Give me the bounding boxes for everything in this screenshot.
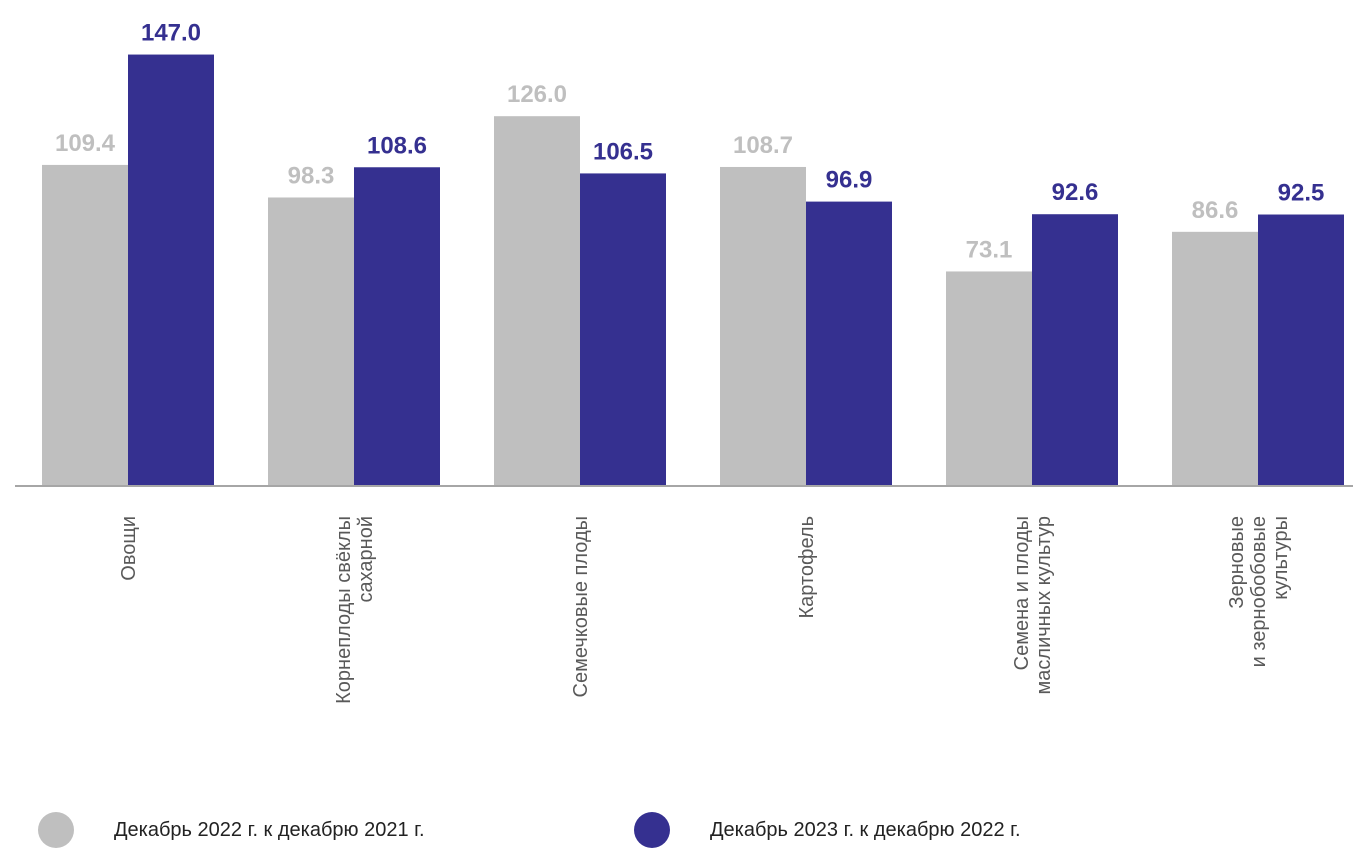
category-label-4-line-1: Картофель [796, 516, 818, 619]
data-label-series-2-category-2: 108.6 [367, 132, 427, 159]
data-label-series-1-category-2: 98.3 [288, 162, 335, 189]
category-label-6-line-3: культуры [1270, 516, 1292, 600]
category-label-5: Семена и плодымасличных культур [1011, 516, 1055, 694]
data-label-series-1-category-3: 126.0 [507, 81, 567, 108]
bar-series-1-category-4 [720, 166, 806, 486]
legend-swatch-series-2 [634, 812, 670, 848]
bar-series-2-category-5 [1032, 214, 1118, 486]
legend-item-series-1: Декабрь 2022 г. к декабрю 2021 г. [38, 812, 425, 848]
legend: Декабрь 2022 г. к декабрю 2021 г. Декабр… [38, 812, 1318, 848]
legend-label-series-1: Декабрь 2022 г. к декабрю 2021 г. [114, 818, 425, 841]
bar-series-1-category-1 [42, 164, 128, 486]
legend-item-series-2: Декабрь 2023 г. к декабрю 2022 г. [634, 812, 1021, 848]
bar-series-1-category-3 [494, 116, 580, 486]
bar-series-1-category-6 [1172, 231, 1258, 486]
data-label-series-2-category-4: 96.9 [826, 167, 873, 194]
category-label-4: Картофель [796, 516, 818, 619]
category-label-5-line-2: масличных культур [1033, 516, 1055, 694]
category-label-3: Семечковые плоды [570, 516, 592, 697]
data-label-series-2-category-3: 106.5 [593, 138, 653, 165]
bar-series-2-category-1 [128, 54, 214, 487]
data-label-series-1-category-1: 109.4 [55, 130, 116, 157]
category-label-2-line-2: сахарной [355, 516, 377, 602]
category-label-6: Зерновыеи зернобобовыекультуры [1226, 516, 1292, 667]
bar-series-1-category-2 [268, 197, 354, 486]
category-label-1-line-1: Овощи [118, 516, 140, 581]
legend-swatch-series-1 [38, 812, 74, 848]
category-label-3-line-1: Семечковые плоды [570, 516, 592, 697]
bar-series-1-category-5 [946, 271, 1032, 486]
category-label-6-line-1: Зерновые [1226, 516, 1248, 609]
data-label-series-1-category-5: 73.1 [966, 236, 1013, 263]
data-label-series-2-category-6: 92.5 [1278, 180, 1325, 207]
legend-label-series-2: Декабрь 2023 г. к декабрю 2022 г. [710, 818, 1021, 841]
data-label-series-1-category-6: 86.6 [1192, 197, 1239, 224]
category-label-5-line-1: Семена и плоды [1011, 516, 1033, 670]
category-label-2-line-1: Корнеплоды свёклы [333, 516, 355, 704]
category-label-6-line-2: и зернобобовые [1248, 516, 1270, 667]
category-label-2: Корнеплоды свёклысахарной [333, 516, 377, 704]
category-label-1: Овощи [118, 516, 140, 581]
data-label-series-2-category-5: 92.6 [1052, 179, 1099, 206]
bar-series-2-category-6 [1258, 214, 1344, 486]
bar-series-2-category-4 [806, 201, 892, 486]
data-label-series-2-category-1: 147.0 [141, 20, 201, 47]
data-label-series-1-category-4: 108.7 [733, 132, 793, 159]
bar-chart: 109.4 147.0 Овощи 98.3 108.6 Корнеплоды свёкл… [15, 20, 1353, 704]
bar-series-2-category-3 [580, 173, 666, 487]
bar-series-2-category-2 [354, 167, 440, 486]
